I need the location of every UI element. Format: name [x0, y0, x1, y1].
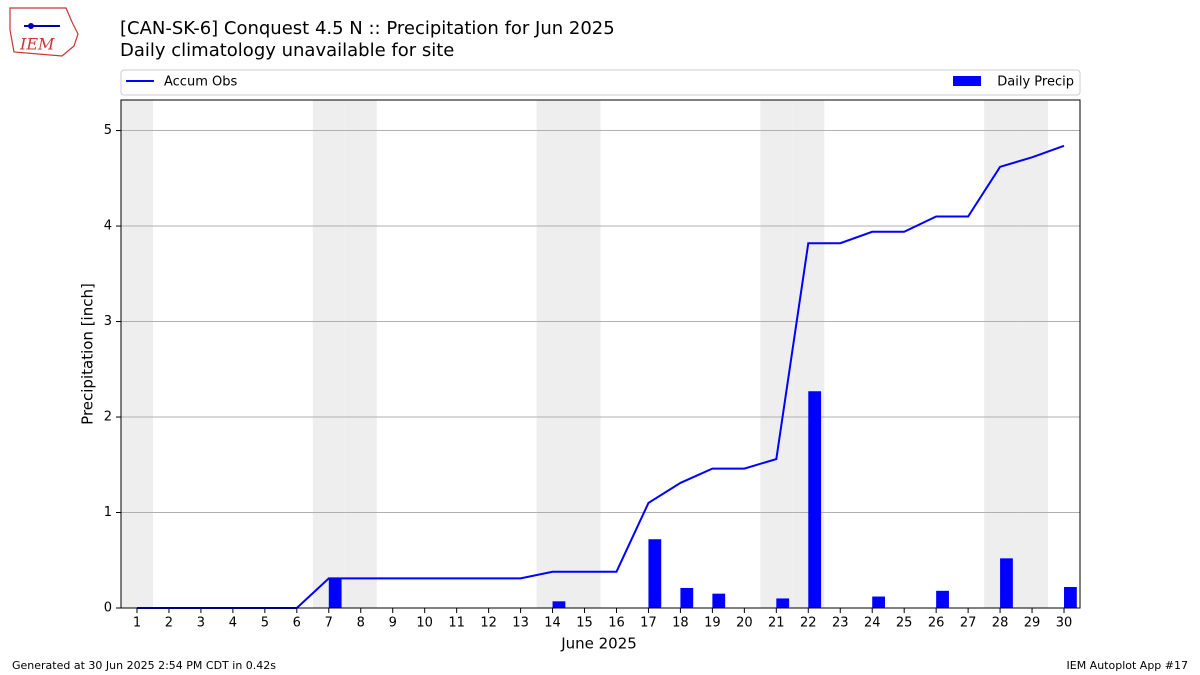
- bar: [680, 587, 694, 608]
- y-tick-label: 3: [104, 314, 112, 329]
- bar: [872, 596, 886, 608]
- x-tick-label: 13: [512, 616, 529, 631]
- shaded-day: [536, 100, 569, 608]
- shaded-day: [1016, 100, 1049, 608]
- legend-label: Daily Precip: [997, 75, 1074, 90]
- shaded-day: [121, 100, 153, 608]
- y-tick-label: 0: [104, 601, 112, 616]
- x-tick-label: 24: [864, 616, 881, 631]
- footer-left: Generated at 30 Jun 2025 2:54 PM CDT in …: [12, 659, 276, 672]
- x-tick-label: 20: [736, 616, 753, 631]
- x-tick-label: 30: [1056, 616, 1073, 631]
- y-tick-label: 5: [104, 123, 112, 138]
- x-tick-label: 1: [133, 616, 141, 631]
- shaded-day: [344, 100, 377, 608]
- x-tick-label: 25: [896, 616, 913, 631]
- x-tick-label: 7: [325, 616, 333, 631]
- shaded-day: [312, 100, 345, 608]
- x-tick-label: 12: [480, 616, 497, 631]
- chart-subtitle: Daily climatology unavailable for site: [120, 40, 454, 61]
- x-tick-label: 21: [768, 616, 785, 631]
- plot-frame: [120, 99, 1081, 609]
- y-axis-label: Precipitation [inch]: [79, 283, 97, 425]
- x-tick-label: 28: [992, 616, 1009, 631]
- shaded-day: [984, 100, 1017, 608]
- shaded-day: [760, 100, 793, 608]
- x-tick-label: 26: [928, 616, 945, 631]
- legend: [120, 69, 1081, 96]
- logo-text: IEM: [19, 35, 55, 54]
- x-tick-label: 29: [1024, 616, 1041, 631]
- x-tick-label: 23: [832, 616, 849, 631]
- x-tick-label: 2: [165, 616, 173, 631]
- x-axis-label: June 2025: [560, 635, 637, 653]
- chart-title: [CAN-SK-6] Conquest 4.5 N :: Precipitati…: [120, 18, 615, 39]
- x-tick-label: 3: [197, 616, 205, 631]
- x-tick-label: 17: [640, 616, 657, 631]
- bar: [1000, 558, 1013, 608]
- legend-swatch: [953, 76, 981, 86]
- x-tick-label: 14: [544, 616, 561, 631]
- x-tick-label: 15: [576, 616, 593, 631]
- logo: IEM: [9, 7, 79, 57]
- x-tick-label: 10: [416, 616, 433, 631]
- bar: [648, 539, 662, 608]
- y-tick-label: 1: [104, 505, 112, 520]
- x-tick-label: 4: [229, 616, 237, 631]
- x-tick-label: 16: [608, 616, 625, 631]
- x-tick-label: 22: [800, 616, 817, 631]
- bar: [712, 593, 726, 608]
- x-tick-label: 19: [704, 616, 721, 631]
- legend-label: Accum Obs: [164, 75, 237, 90]
- bar: [328, 578, 342, 608]
- x-tick-label: 18: [672, 616, 689, 631]
- x-tick-label: 5: [261, 616, 269, 631]
- x-tick-label: 9: [389, 616, 397, 631]
- y-tick-label: 2: [104, 410, 112, 425]
- x-tick-label: 27: [960, 616, 977, 631]
- bar: [776, 598, 790, 608]
- x-tick-label: 11: [448, 616, 465, 631]
- bar: [552, 601, 566, 608]
- x-tick-label: 6: [293, 616, 301, 631]
- shaded-day: [568, 100, 601, 608]
- bar: [808, 391, 822, 608]
- x-tick-label: 8: [357, 616, 365, 631]
- y-tick-label: 4: [104, 219, 112, 234]
- bar: [1064, 586, 1077, 608]
- footer-right: IEM Autoplot App #17: [1067, 659, 1189, 672]
- bar: [936, 590, 949, 608]
